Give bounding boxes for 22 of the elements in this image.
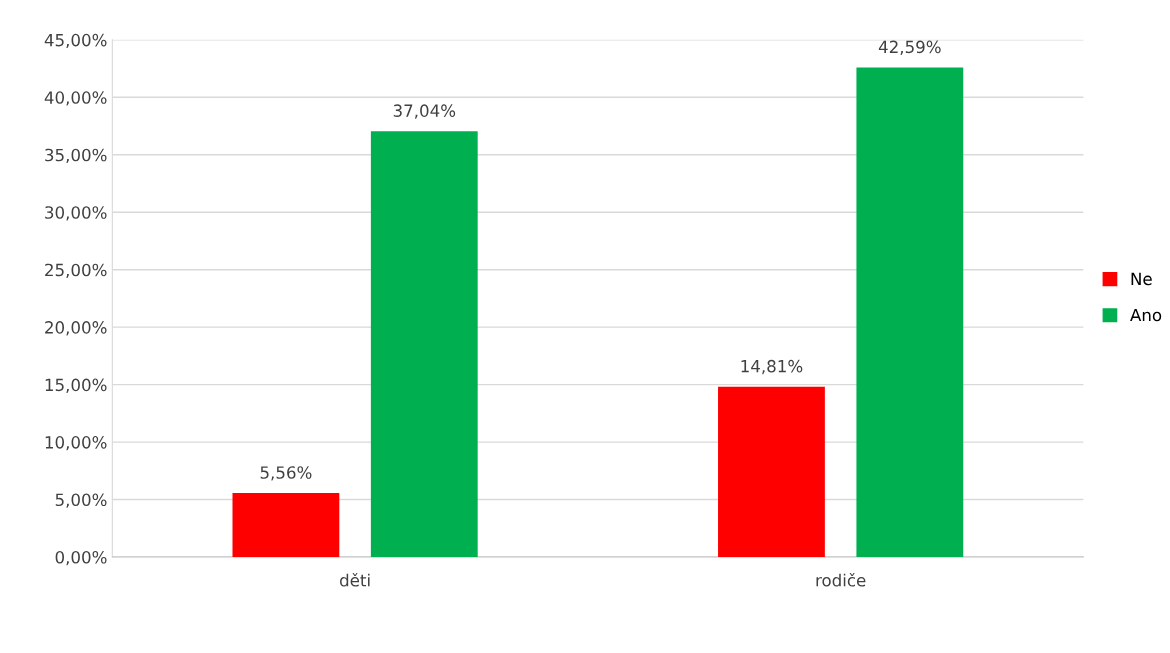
y-tick-label: 5,00% xyxy=(55,493,107,508)
data-label: 37,04% xyxy=(393,104,456,119)
data-label: 42,59% xyxy=(878,40,941,55)
bar xyxy=(718,386,825,558)
bar xyxy=(856,67,964,558)
y-tick-label: 20,00% xyxy=(45,321,107,336)
data-label: 14,81% xyxy=(741,359,803,375)
y-tick-label: 30,00% xyxy=(45,206,107,221)
x-tick-label: děti xyxy=(340,573,370,587)
y-tick-label: 0,00% xyxy=(55,550,107,566)
y-tick-label: 15,00% xyxy=(45,378,107,393)
x-tick-label: rodiče xyxy=(816,573,866,587)
y-tick-label: 10,00% xyxy=(45,436,107,451)
y-tick-label: 40,00% xyxy=(44,91,107,106)
bar xyxy=(232,493,340,558)
y-tick-label: 45,00% xyxy=(44,33,107,49)
y-tick-label: 25,00% xyxy=(45,263,107,278)
legend-label: Ano xyxy=(1130,308,1162,322)
legend-label: Ne xyxy=(1131,272,1152,286)
data-label: 5,56% xyxy=(260,466,312,481)
bar xyxy=(370,131,478,558)
y-tick-label: 35,00% xyxy=(45,148,107,164)
